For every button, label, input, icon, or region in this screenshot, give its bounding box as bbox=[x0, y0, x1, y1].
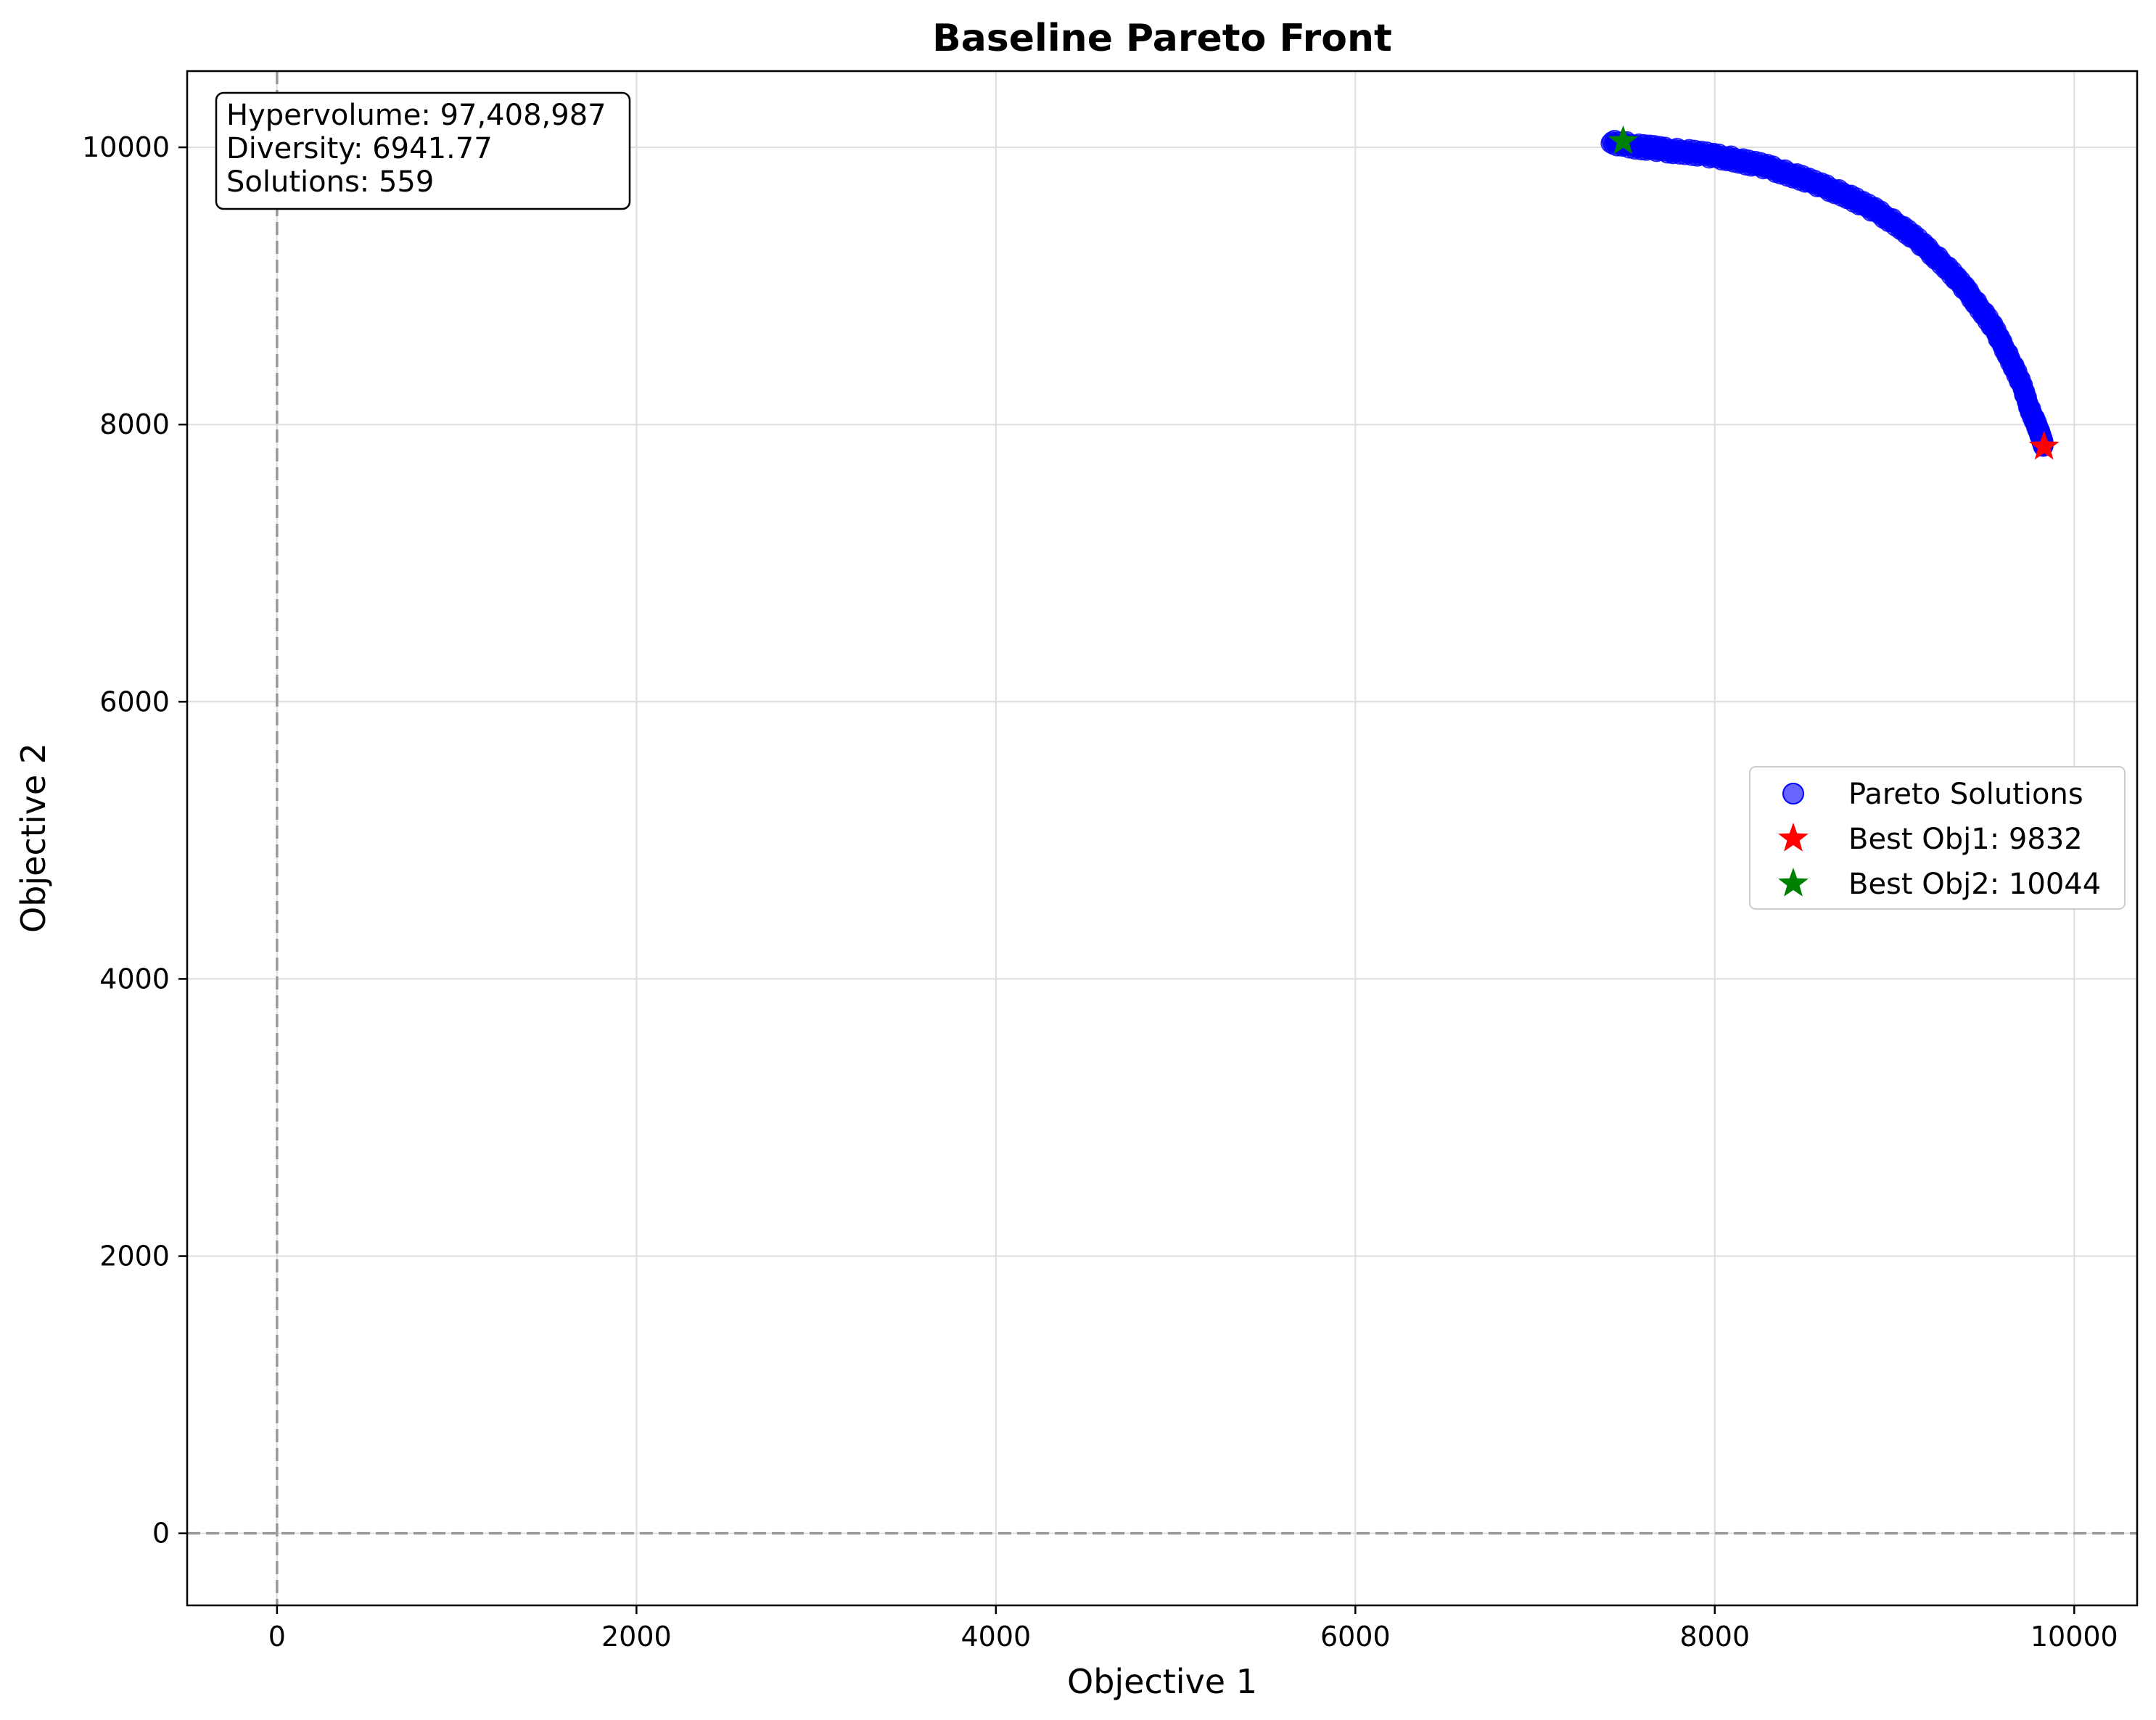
x-tick-label: 4000 bbox=[960, 1621, 1031, 1653]
legend-label-best-obj1: Best Obj1: 9832 bbox=[1848, 823, 2083, 856]
stats-box: Hypervolume: 97,408,987 Diversity: 6941.… bbox=[215, 91, 631, 210]
legend-marker-pareto bbox=[1782, 783, 1804, 805]
best-obj2-star bbox=[1608, 125, 1639, 155]
x-tick-label: 6000 bbox=[1320, 1621, 1391, 1653]
x-axis-label: Objective 1 bbox=[1067, 1662, 1257, 1701]
y-tick-label: 6000 bbox=[99, 686, 170, 717]
y-tick-label: 8000 bbox=[99, 408, 170, 440]
x-tick-label: 2000 bbox=[601, 1621, 672, 1653]
x-tick-label: 0 bbox=[268, 1621, 286, 1653]
y-tick-label: 2000 bbox=[99, 1240, 170, 1272]
grid-layer bbox=[187, 71, 2137, 1605]
legend: Pareto Solutions Best Obj1: 9832 Best Ob… bbox=[1749, 766, 2126, 910]
x-tick-label: 10000 bbox=[2030, 1621, 2118, 1653]
y-tick-label: 4000 bbox=[99, 963, 170, 995]
tick-layer: 0 2000 4000 6000 8000 10000 0 2000 4000 6000 8000 1… bbox=[82, 131, 2118, 1653]
y-tick-label: 0 bbox=[152, 1518, 170, 1550]
stats-hypervolume: Hypervolume: 97,408,987 bbox=[226, 99, 606, 132]
legend-marker-best-obj2 bbox=[1778, 868, 1809, 897]
legend-label-pareto: Pareto Solutions bbox=[1848, 778, 2083, 811]
legend-label-best-obj2: Best Obj2: 10044 bbox=[1848, 868, 2101, 901]
x-tick-label: 8000 bbox=[1679, 1621, 1750, 1653]
stats-solutions: Solutions: 559 bbox=[226, 165, 434, 199]
stats-diversity: Diversity: 6941.77 bbox=[226, 132, 493, 165]
best-obj1-star bbox=[2028, 430, 2060, 460]
reference-lines bbox=[187, 71, 2137, 1605]
stats-box-frame bbox=[215, 91, 631, 210]
legend-marker-best-obj1 bbox=[1778, 823, 1809, 852]
chart-title: Baseline Pareto Front bbox=[932, 17, 1392, 60]
legend-frame bbox=[1749, 766, 2126, 910]
y-tick-label: 10000 bbox=[82, 131, 170, 163]
y-axis-label: Objective 2 bbox=[14, 743, 53, 933]
points-layer bbox=[1600, 125, 2060, 460]
plot-area-frame bbox=[186, 70, 2139, 1607]
